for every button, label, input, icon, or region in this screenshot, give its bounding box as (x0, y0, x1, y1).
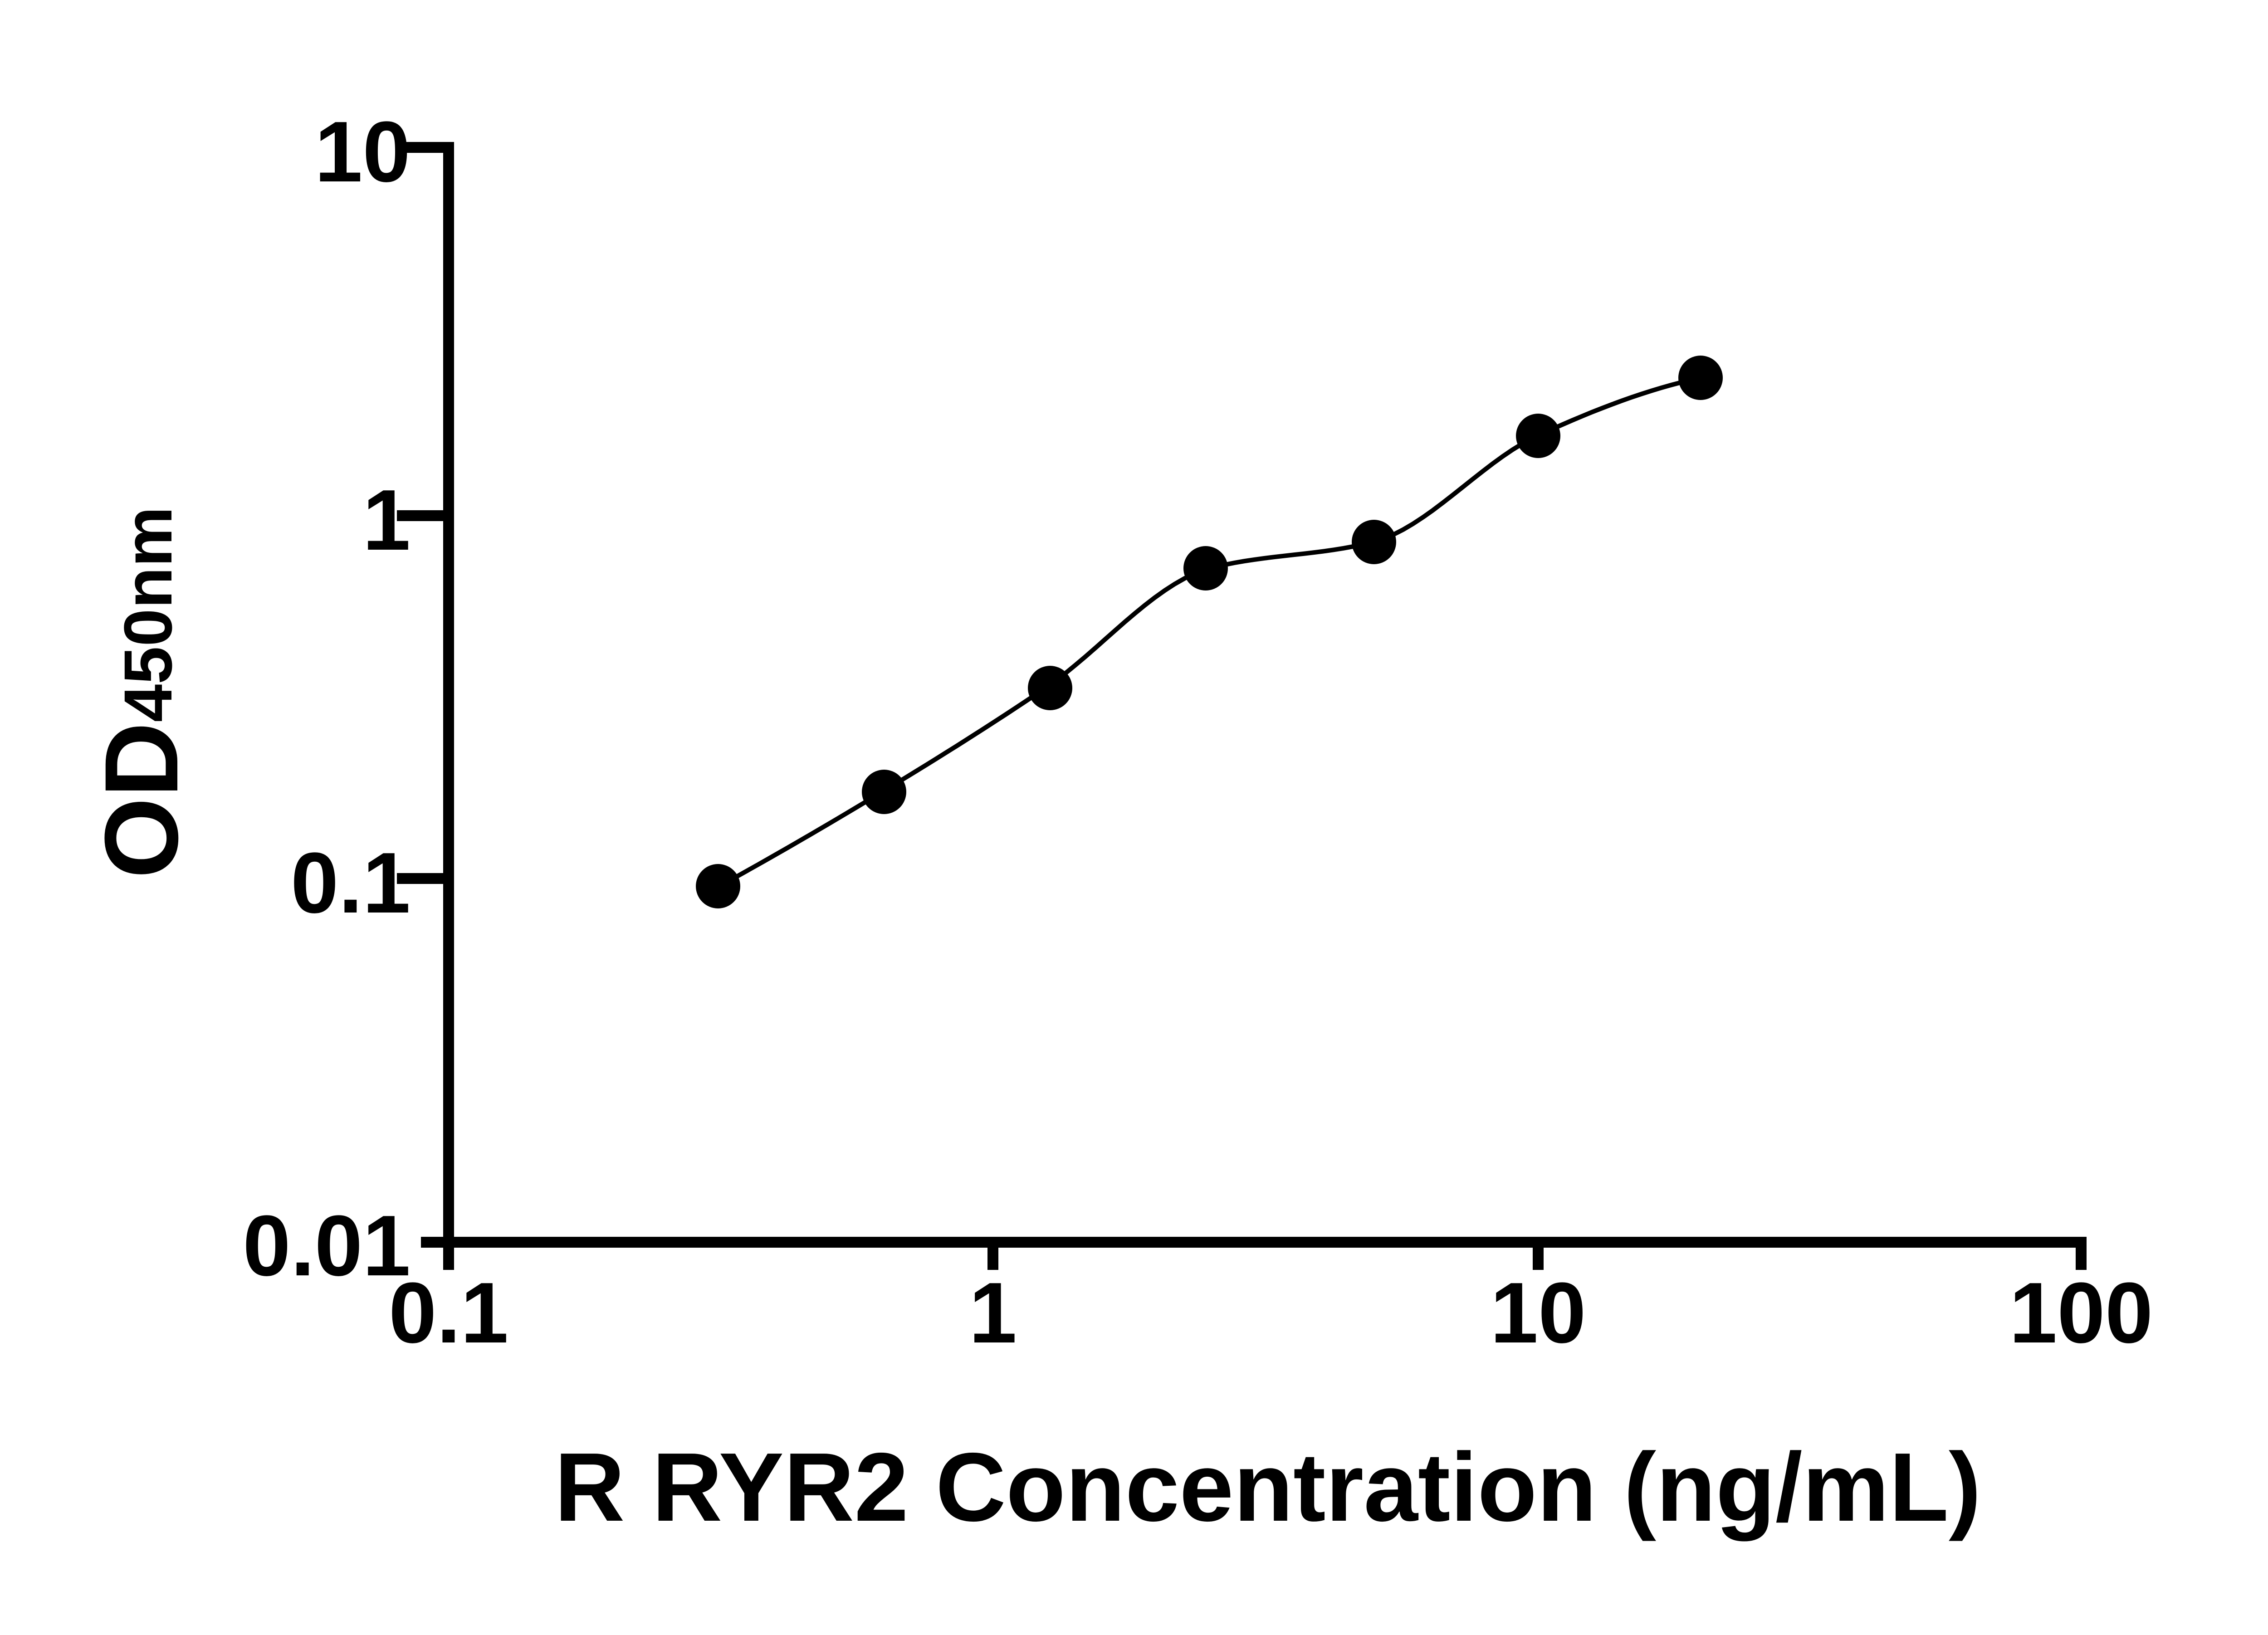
svg-text:1: 1 (969, 1265, 1017, 1361)
svg-text:0.1: 0.1 (389, 1265, 508, 1361)
svg-text:10: 10 (1490, 1265, 1586, 1361)
svg-text:10: 10 (315, 104, 411, 200)
svg-text:OD450nm: OD450nm (83, 507, 200, 879)
svg-text:R RYR2 Concentration (ng/mL): R RYR2 Concentration (ng/mL) (554, 1432, 1981, 1542)
svg-text:1: 1 (362, 472, 411, 568)
svg-text:100: 100 (2009, 1265, 2153, 1361)
svg-text:0.01: 0.01 (243, 1198, 411, 1294)
svg-text:0.1: 0.1 (291, 835, 411, 931)
